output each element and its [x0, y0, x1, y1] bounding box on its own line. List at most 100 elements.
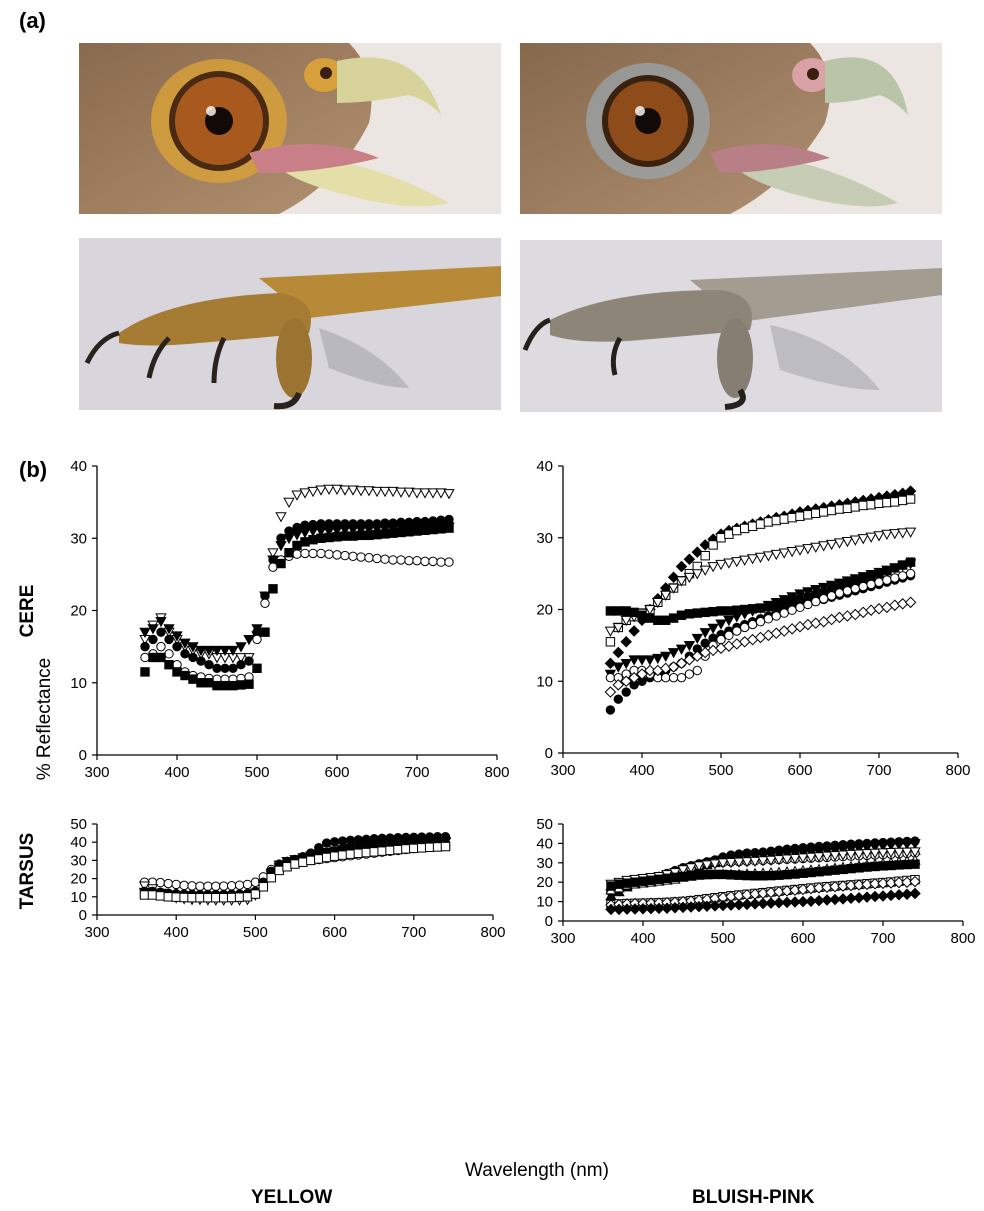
tarsus-pink-point: [869, 878, 881, 890]
cere-pink-point: [890, 573, 900, 583]
tarsus-yellow-point: [171, 879, 181, 890]
cere-pink-point: [763, 614, 774, 624]
tarsus-pink-point: [630, 877, 640, 887]
tarsus-pink-point: [717, 899, 729, 912]
tarsus-pink-y-tick-label: 0: [545, 913, 553, 930]
tarsus-yellow-point: [211, 881, 221, 891]
cere-pink-point: [684, 669, 695, 679]
cere-pink-point: [621, 687, 631, 697]
cere-yellow-point: [388, 555, 398, 565]
cere-yellow-x-tick-label: 800: [484, 764, 509, 781]
cere-yellow-point: [420, 525, 430, 536]
cere-pink-point: [755, 616, 766, 627]
tarsus-yellow-point: [274, 865, 284, 876]
cere-pink-point: [613, 606, 623, 616]
tarsus-yellow-point: [195, 881, 205, 891]
tarsus-pink-point: [846, 863, 856, 874]
tarsus-pink-point: [822, 866, 832, 876]
tarsus-pink-point: [614, 879, 624, 889]
cere-pink-point: [747, 521, 758, 531]
tarsus-pink-point: [837, 850, 849, 861]
cere-pink-point: [770, 549, 782, 561]
tarsus-yellow-point: [242, 879, 253, 890]
tarsus-yellow-point: [377, 846, 387, 856]
cere-pink-point: [637, 610, 647, 620]
cere-pink-point: [866, 579, 876, 590]
cere-yellow-point: [219, 645, 231, 657]
tarsus-pink-point: [661, 902, 673, 914]
tarsus-yellow-point: [219, 881, 229, 891]
cere-yellow-point: [292, 540, 302, 551]
cere-pink-point: [708, 540, 718, 550]
tarsus-yellow-point: [314, 854, 324, 864]
yellow-bird-head-photo: [79, 43, 501, 214]
cere-yellow-point: [147, 624, 159, 635]
tarsus-pink-y-tick-label: 10: [536, 894, 553, 911]
cere-yellow-point: [196, 656, 206, 666]
tarsus-yellow-x-tick-label: 600: [322, 924, 347, 941]
cere-yellow-point: [292, 522, 302, 533]
cere-pink-point: [810, 617, 822, 629]
cere-pink-point: [896, 598, 909, 610]
tarsus-pink-point: [765, 897, 777, 909]
cere-pink-point: [904, 559, 917, 570]
tarsus-pink-point: [806, 867, 816, 878]
cere-yellow-point: [372, 553, 382, 564]
cere-yellow-point: [380, 554, 390, 564]
cere-pink-point: [732, 626, 742, 636]
tarsus-pink-point: [853, 849, 865, 860]
cere-yellow-point: [339, 485, 351, 496]
cere-yellow-point: [371, 486, 383, 498]
tarsus-yellow-point: [417, 843, 427, 853]
cere-yellow-point: [283, 497, 295, 508]
cere-pink-point: [786, 547, 798, 558]
cere-pink-point: [898, 495, 908, 506]
cere-yellow-point: [411, 488, 423, 499]
tarsus-yellow-point: [226, 880, 237, 891]
cere-pink-point: [771, 611, 781, 621]
cere-pink-point: [731, 638, 743, 650]
cere-yellow-point: [403, 487, 415, 498]
cere-pink-point: [644, 605, 656, 616]
cere-yellow-point: [364, 553, 374, 563]
cere-yellow-y-tick-label: 10: [70, 675, 87, 692]
cere-pink-point: [754, 603, 767, 614]
cere-pink-point: [699, 628, 711, 639]
cere-pink-point: [645, 613, 655, 623]
cere-yellow-point: [236, 659, 246, 670]
tarsus-pink-point: [685, 863, 697, 874]
tarsus-yellow-y-tick-label: 0: [79, 907, 87, 924]
tarsus-pink-point: [798, 868, 808, 878]
tarsus-pink-point: [877, 877, 889, 890]
cere-pink-point: [628, 625, 640, 637]
cere-yellow-point: [316, 519, 326, 529]
cere-yellow-point: [443, 489, 455, 500]
tarsus-yellow-x-tick-label: 300: [84, 924, 109, 941]
tarsus-yellow-point: [361, 847, 371, 858]
tarsus-pink-point: [733, 857, 745, 868]
tarsus-pink-point: [662, 873, 672, 884]
tarsus-pink-point: [885, 847, 897, 859]
tarsus-yellow-point: [155, 891, 166, 901]
cere-pink-point: [612, 623, 624, 634]
tarsus-pink-point: [877, 848, 889, 859]
cere-pink-point: [707, 562, 719, 573]
tarsus-yellow-point: [179, 892, 189, 903]
cere-pink-point: [731, 612, 743, 623]
cere-yellow-series-2: [140, 514, 454, 673]
cere-yellow-point: [364, 530, 374, 541]
cere-pink-point: [644, 664, 656, 677]
cere-yellow-point: [396, 527, 406, 538]
cere-pink-point: [811, 596, 821, 607]
cere-pink-point: [691, 633, 703, 645]
cere-yellow-point: [292, 549, 302, 559]
tarsus-yellow-point: [266, 872, 276, 883]
cere-yellow-point: [316, 533, 326, 543]
cere-yellow-point: [163, 624, 175, 635]
cere-pink-point: [866, 500, 876, 510]
cere-yellow-point: [355, 486, 367, 497]
tarsus-yellow-x-tick-label: 500: [243, 924, 268, 941]
cere-yellow-point: [299, 488, 311, 499]
cere-pink-point: [841, 576, 854, 587]
